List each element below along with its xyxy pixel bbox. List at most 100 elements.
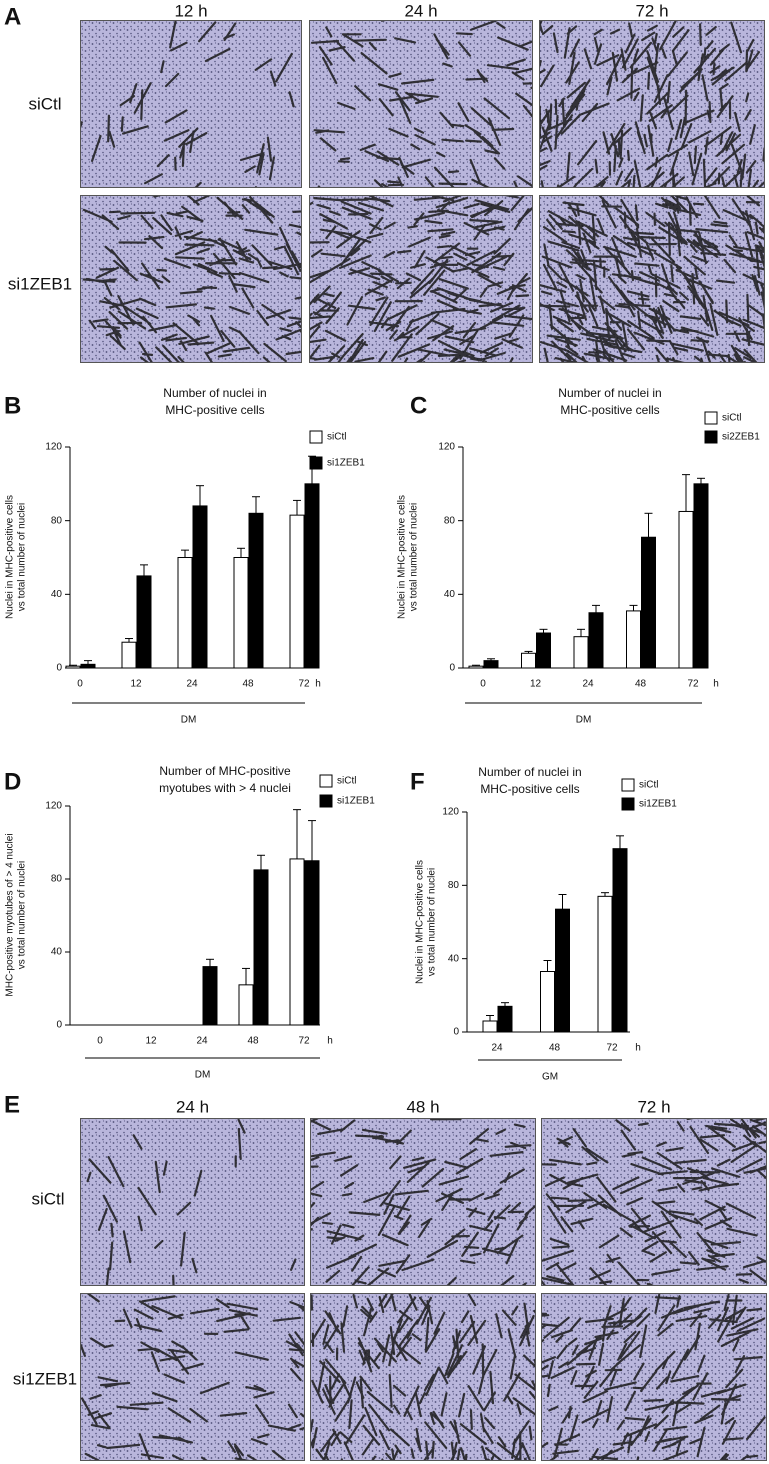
error-bar xyxy=(697,477,705,484)
bar xyxy=(65,665,81,669)
micrograph-nuclei xyxy=(80,20,302,188)
error-bar xyxy=(682,474,690,512)
myotube-streaks xyxy=(539,20,765,188)
legend-swatch xyxy=(704,430,718,444)
error-bar xyxy=(524,650,533,654)
bar xyxy=(238,984,254,1026)
x-tick-label: 72 xyxy=(298,679,310,690)
y-axis-label: Nuclei in MHC-positive cells xyxy=(397,495,408,619)
y-axis-label: vs total number of nuclei xyxy=(427,868,438,976)
chart-title: MHC-positive cells xyxy=(560,403,659,417)
bar xyxy=(536,632,551,669)
y-tick-label: 40 xyxy=(51,589,63,600)
x-tick-label: 24 xyxy=(186,679,198,690)
micrograph-border xyxy=(541,1293,767,1461)
panel-letter: C xyxy=(410,392,427,419)
bar xyxy=(253,869,269,1026)
x-tick-label: 48 xyxy=(635,679,647,690)
column-header: 24 h xyxy=(176,1097,209,1116)
row-label: si1ZEB1 xyxy=(8,274,72,293)
error-bar xyxy=(206,958,214,967)
myotube-streaks xyxy=(80,20,295,188)
chart-title: Number of nuclei in xyxy=(163,386,266,400)
x-tick-label: 12 xyxy=(130,679,142,690)
micrograph-border xyxy=(541,1118,767,1286)
y-axis-label: vs total number of nuclei xyxy=(409,503,420,611)
micrograph-border xyxy=(80,20,302,188)
myotube-streaks xyxy=(310,20,533,188)
error-bar xyxy=(257,854,265,870)
error-bar xyxy=(181,549,189,558)
bar xyxy=(497,1005,513,1033)
chart-title: Number of MHC-positive xyxy=(159,764,291,778)
panel-letter: A xyxy=(4,3,21,30)
chart-title: MHC-positive cells xyxy=(165,403,264,417)
bar xyxy=(540,971,555,1033)
x-axis-label: DM xyxy=(181,715,197,726)
y-tick-label: 120 xyxy=(45,442,62,453)
panel-letter: F xyxy=(410,768,425,795)
y-axis-label: vs total number of nuclei xyxy=(17,503,28,611)
myotube-streaks xyxy=(541,1293,766,1461)
micrograph xyxy=(541,1118,767,1286)
y-axis-label: MHC-positive myotubes of > 4 nuclei xyxy=(5,833,16,996)
panel-letter: E xyxy=(4,1091,20,1118)
x-tick-label: 12 xyxy=(530,679,542,690)
error-bar xyxy=(237,547,245,558)
micrograph-border xyxy=(80,195,302,363)
error-bar xyxy=(293,499,301,516)
y-tick-label: 80 xyxy=(51,874,63,885)
legend-swatch xyxy=(309,456,323,470)
x-tick-label: 72 xyxy=(687,679,699,690)
y-tick-label: 80 xyxy=(448,880,460,891)
error-bar xyxy=(577,628,585,637)
y-axis-label: vs total number of nuclei xyxy=(17,861,28,969)
column-header: 72 h xyxy=(637,1097,670,1116)
bar xyxy=(641,536,656,669)
y-tick-label: 40 xyxy=(444,589,456,600)
x-tick-label: 72 xyxy=(298,1036,310,1047)
myotube-streaks xyxy=(310,1118,536,1286)
micrograph xyxy=(309,20,533,188)
bar xyxy=(289,514,305,669)
column-header: 12 h xyxy=(174,1,207,20)
micrograph-border xyxy=(310,1118,536,1286)
x-tick-label: 48 xyxy=(242,679,254,690)
bar xyxy=(521,652,536,669)
bar xyxy=(483,660,499,669)
x-tick-label: 0 xyxy=(97,1036,103,1047)
error-bar xyxy=(125,638,133,643)
x-tick-label: 48 xyxy=(247,1036,259,1047)
micrograph-border xyxy=(80,1118,305,1286)
legend-swatch xyxy=(621,778,635,792)
y-tick-label: 0 xyxy=(449,663,455,674)
legend-swatch xyxy=(319,794,333,808)
column-header: 24 h xyxy=(404,1,437,20)
row-label: siCtl xyxy=(31,1189,64,1208)
error-bar xyxy=(252,496,260,514)
error-bar xyxy=(69,664,77,667)
y-tick-label: 80 xyxy=(444,515,456,526)
micrograph-border xyxy=(310,1293,536,1461)
bar xyxy=(304,483,320,669)
micrograph-border xyxy=(539,195,765,363)
micrograph xyxy=(310,1118,536,1286)
y-tick-label: 120 xyxy=(45,801,62,812)
chart-title: myotubes with > 4 nuclei xyxy=(159,781,291,795)
myotube-streaks xyxy=(80,1293,305,1461)
error-bar xyxy=(543,960,552,972)
error-bar xyxy=(601,892,609,897)
bar xyxy=(678,510,694,669)
panel-letter: D xyxy=(4,768,21,795)
micrograph-border xyxy=(309,195,533,363)
legend-label: siCtl xyxy=(639,780,658,791)
y-tick-label: 40 xyxy=(448,953,460,964)
micrograph xyxy=(539,195,765,363)
row-label: siCtl xyxy=(28,94,61,113)
panel-letter: B xyxy=(4,392,21,419)
error-bar xyxy=(487,658,495,661)
x-axis-label: DM xyxy=(195,1070,211,1081)
y-tick-label: 120 xyxy=(442,807,459,818)
error-bar xyxy=(558,894,567,910)
